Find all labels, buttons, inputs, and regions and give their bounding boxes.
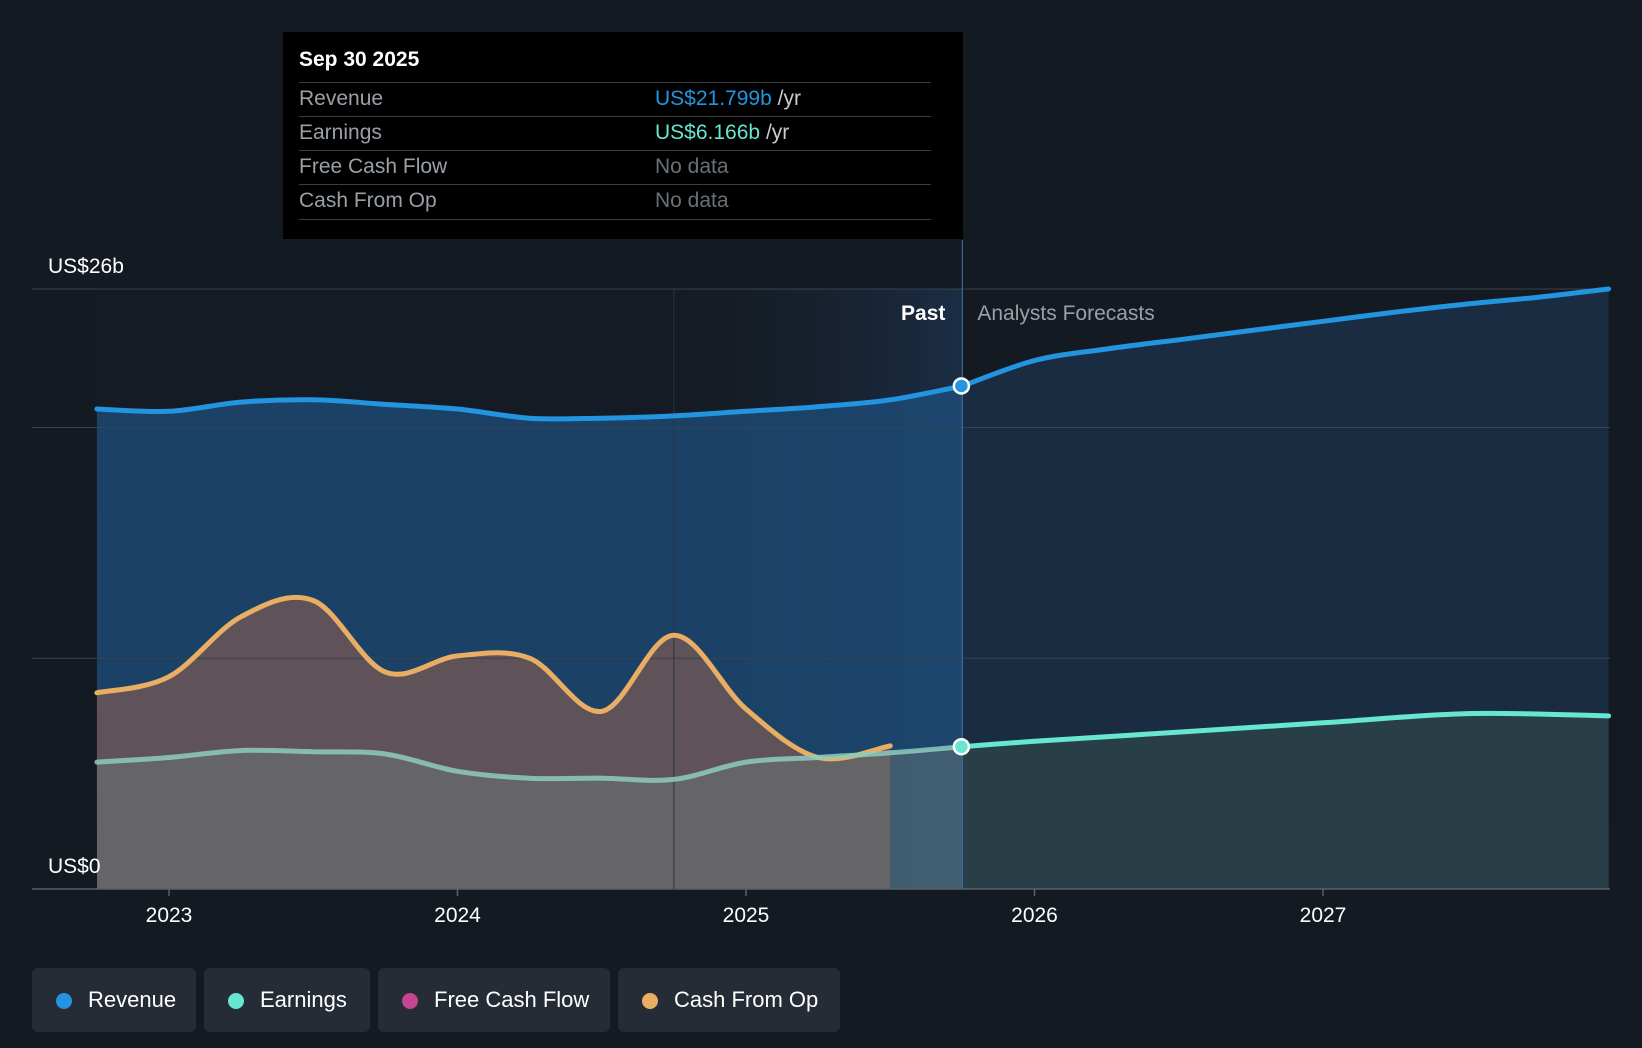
tooltip-value-fcf: No data — [655, 155, 729, 178]
legend-label-fcf: Free Cash Flow — [434, 987, 590, 1012]
tooltip-row-fcf: Free Cash Flow No data — [299, 150, 931, 185]
tooltip-row-cfo: Cash From Op No data — [299, 184, 931, 220]
tooltip-unit-earnings: /yr — [765, 121, 790, 144]
tooltip-panel: Sep 30 2025 Revenue US$21.799b /yr Earni… — [283, 32, 963, 239]
tooltip-unit-revenue: /yr — [777, 87, 801, 110]
legend-item-revenue[interactable]: Revenue — [32, 968, 196, 1032]
x-tick-label-2026: 2026 — [1011, 904, 1058, 927]
earnings-forecast-area — [962, 713, 1609, 889]
tooltip-date: Sep 30 2025 — [299, 48, 420, 71]
past-label: Past — [901, 302, 945, 325]
tooltip-value-earnings-wrap: US$6.166b /yr — [655, 121, 789, 145]
legend-item-earnings[interactable]: Earnings — [204, 968, 370, 1032]
cfo-line — [94, 594, 893, 762]
revenue-line-past — [94, 383, 965, 422]
tooltip-row-revenue: Revenue US$21.799b /yr — [299, 82, 931, 117]
revenue-dot-icon — [56, 993, 72, 1009]
legend-label-revenue: Revenue — [88, 987, 177, 1012]
revenue-line-forecast — [959, 286, 1612, 389]
tooltip-label-cfo: Cash From Op — [299, 189, 437, 212]
cfo-area — [96, 597, 891, 889]
y-axis-min-label: US$0 — [48, 855, 101, 878]
revenue-marker — [952, 377, 971, 395]
tooltip-label-fcf: Free Cash Flow — [299, 155, 448, 178]
earnings-marker — [952, 737, 971, 756]
tooltip-row-earnings: Earnings US$6.166b /yr — [299, 116, 931, 151]
earnings-past-area — [96, 746, 963, 889]
legend-item-cfo[interactable]: Cash From Op — [618, 968, 840, 1032]
forecast-label: Analysts Forecasts — [977, 302, 1154, 325]
tooltip-value-cfo: No data — [655, 189, 729, 212]
tooltip-label-revenue: Revenue — [299, 87, 384, 110]
fcf-dot-icon — [402, 993, 418, 1009]
legend-label-earnings: Earnings — [260, 987, 347, 1012]
tooltip-value-earnings: US$6.166b — [655, 121, 761, 144]
earnings-dot-icon — [228, 993, 244, 1009]
x-tick-label-2025: 2025 — [723, 904, 770, 927]
x-tick-label-2024: 2024 — [434, 904, 481, 927]
y-axis-max-label: US$26b — [48, 255, 124, 278]
earnings-line-forecast — [959, 710, 1612, 750]
legend-item-fcf[interactable]: Free Cash Flow — [378, 968, 610, 1032]
x-tick-label-2027: 2027 — [1300, 904, 1347, 927]
tooltip-value-revenue: US$21.799b — [655, 87, 772, 110]
earnings-line-past — [94, 744, 965, 783]
legend-label-cfo: Cash From Op — [674, 987, 819, 1012]
cfo-dot-icon — [642, 993, 658, 1009]
tooltip-label-earnings: Earnings — [299, 121, 382, 144]
x-tick-label-2023: 2023 — [146, 904, 193, 927]
tooltip-value-revenue-wrap: US$21.799b /yr — [655, 87, 801, 111]
